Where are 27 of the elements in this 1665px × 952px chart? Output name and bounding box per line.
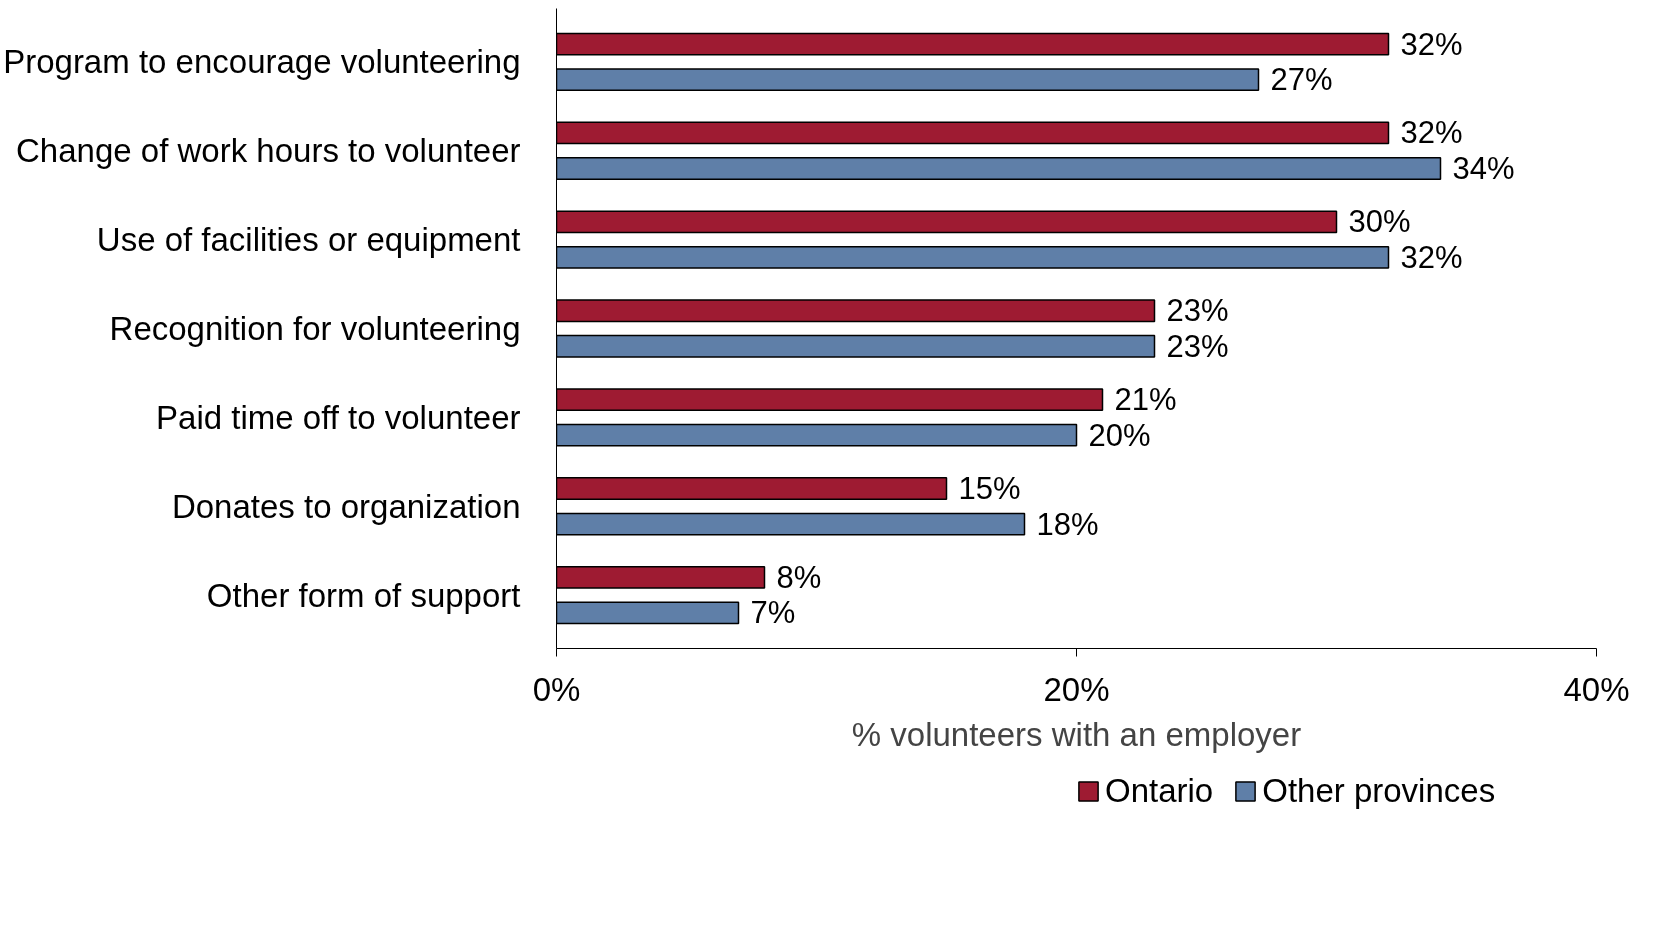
y-tick-label: Program to encourage volunteering — [3, 43, 521, 81]
x-axis-title: % volunteers with an employer — [851, 715, 1302, 753]
y-tick-label: Other form of support — [206, 576, 521, 614]
legend-label: Other provinces — [1262, 772, 1496, 810]
data-label: 23% — [1166, 328, 1229, 364]
x-tick-label: 40% — [1563, 670, 1630, 708]
y-tick-label: Change of work hours to volunteer — [16, 132, 521, 170]
data-label: 32% — [1400, 239, 1463, 275]
data-label: 30% — [1348, 204, 1411, 240]
x-tick-label: 0% — [532, 670, 581, 708]
legend-label: Ontario — [1105, 772, 1214, 810]
y-tick-label: Recognition for volunteering — [109, 310, 521, 347]
data-label: 23% — [1166, 293, 1229, 329]
data-label: 32% — [1400, 115, 1463, 151]
data-label: 8% — [776, 559, 822, 595]
y-tick-label: Donates to organization — [171, 487, 521, 525]
data-label: 18% — [1036, 506, 1099, 542]
y-tick-label: Use of facilities or equipment — [96, 221, 521, 259]
data-label: 15% — [958, 471, 1021, 506]
x-tick-label: 20% — [1043, 670, 1110, 708]
data-label: 27% — [1270, 62, 1333, 98]
data-label: 21% — [1114, 382, 1177, 418]
data-label: 20% — [1088, 417, 1151, 453]
data-label: 34% — [1452, 151, 1515, 186]
data-label: 7% — [750, 595, 796, 631]
y-tick-label: Paid time off to volunteer — [156, 398, 521, 436]
data-label: 32% — [1400, 26, 1463, 62]
